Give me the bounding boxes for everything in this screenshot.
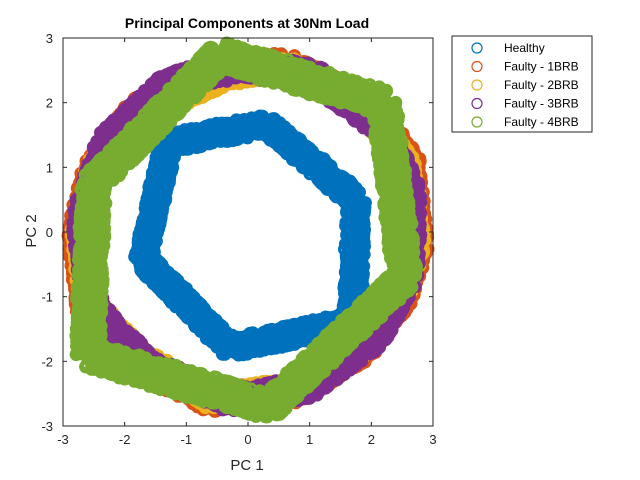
chart-title: Principal Components at 30Nm Load: [125, 15, 369, 31]
